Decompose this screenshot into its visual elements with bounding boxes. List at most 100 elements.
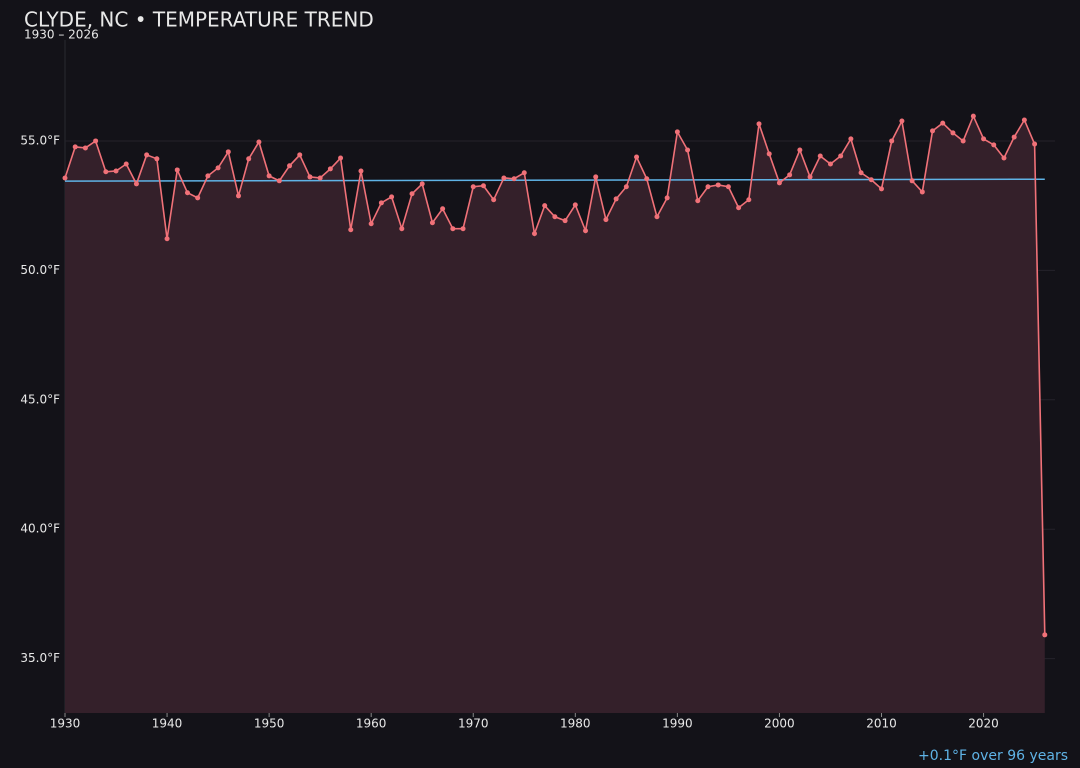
point: [184, 190, 190, 196]
point: [521, 170, 527, 176]
point: [133, 181, 139, 187]
point: [634, 154, 640, 160]
point: [378, 200, 384, 206]
point: [981, 136, 987, 142]
point: [164, 236, 170, 242]
annotation: +0.1°F over 96 years: [918, 748, 1068, 764]
point: [389, 194, 395, 200]
point: [327, 166, 333, 172]
point: [960, 138, 966, 144]
point: [501, 175, 507, 181]
point: [725, 184, 731, 190]
point: [695, 198, 701, 204]
y-tick-label: 40.0°F: [20, 522, 60, 536]
point: [429, 220, 435, 226]
point: [776, 180, 782, 186]
point: [348, 227, 354, 233]
point: [715, 182, 721, 188]
point: [368, 221, 374, 227]
point: [511, 176, 517, 182]
point: [82, 145, 88, 151]
point: [848, 136, 854, 142]
x-tick-label: 1980: [560, 717, 591, 731]
x-tick-label: 1990: [662, 717, 693, 731]
point: [807, 174, 813, 180]
area: [65, 116, 1045, 713]
point: [174, 167, 180, 173]
x-tick-label: 1970: [458, 717, 489, 731]
point: [266, 173, 272, 179]
point: [491, 197, 497, 203]
y-tick-label: 45.0°F: [20, 392, 60, 406]
point: [909, 178, 915, 184]
point: [1001, 155, 1007, 161]
point: [215, 165, 221, 171]
x-tick-label: 1950: [254, 717, 285, 731]
point: [685, 147, 691, 153]
point: [1011, 134, 1017, 140]
chart-subtitle: 1930 – 2026: [24, 28, 99, 42]
point: [93, 138, 99, 144]
point: [664, 195, 670, 201]
x-tick-label: 1930: [50, 717, 81, 731]
point: [440, 206, 446, 212]
point: [797, 147, 803, 153]
point: [970, 113, 976, 119]
point: [603, 217, 609, 223]
point: [287, 163, 293, 169]
point: [399, 226, 405, 232]
x-tick-label: 1960: [356, 717, 387, 731]
point: [736, 205, 742, 211]
point: [562, 218, 568, 224]
point: [480, 183, 486, 189]
point: [460, 226, 466, 232]
point: [470, 184, 476, 190]
point: [827, 161, 833, 167]
point: [72, 144, 78, 150]
point: [103, 169, 109, 175]
point: [572, 202, 578, 208]
point: [756, 121, 762, 127]
x-tick-label: 2020: [968, 717, 999, 731]
y-tick-label: 35.0°F: [20, 651, 60, 665]
point: [940, 120, 946, 126]
point: [144, 152, 150, 158]
point: [154, 156, 160, 162]
point: [919, 189, 925, 195]
point: [787, 172, 793, 178]
point: [838, 153, 844, 159]
point: [623, 184, 629, 190]
point: [899, 118, 905, 124]
point: [236, 193, 242, 199]
point: [950, 130, 956, 136]
point: [123, 161, 129, 167]
y-tick-label: 50.0°F: [20, 263, 60, 277]
point: [531, 231, 537, 237]
point: [338, 155, 344, 161]
point: [358, 168, 364, 174]
point: [256, 139, 262, 145]
point: [674, 129, 680, 135]
point: [593, 174, 599, 180]
point: [195, 195, 201, 201]
point: [705, 184, 711, 190]
point: [1032, 141, 1038, 147]
point: [613, 196, 619, 202]
y-tick-label: 55.0°F: [20, 133, 60, 147]
point: [450, 226, 456, 232]
point: [246, 156, 252, 162]
point: [307, 174, 313, 180]
point: [746, 197, 752, 203]
point: [644, 176, 650, 182]
trend-line: [64, 178, 1045, 182]
point: [276, 178, 282, 184]
point: [817, 153, 823, 159]
point: [542, 203, 548, 209]
point: [858, 170, 864, 176]
point: [113, 168, 119, 174]
point: [991, 142, 997, 148]
point: [878, 186, 884, 192]
point: [205, 173, 211, 179]
point: [654, 214, 660, 220]
